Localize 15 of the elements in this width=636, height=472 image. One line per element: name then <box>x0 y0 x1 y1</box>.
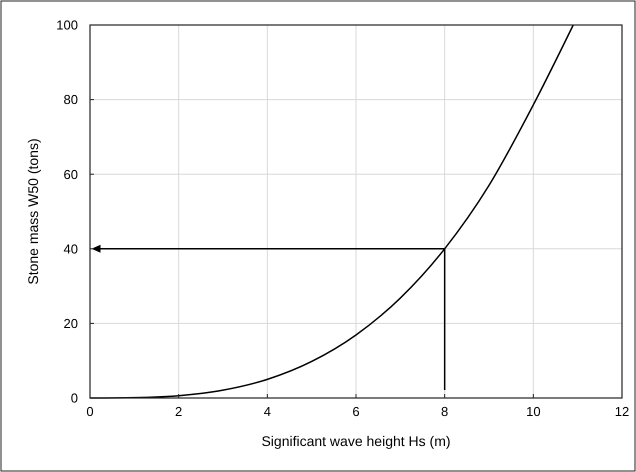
y-axis-title: Stone mass W50 (tons) <box>25 138 41 285</box>
x-tick-label: 2 <box>175 404 182 419</box>
y-tick-label: 100 <box>56 18 78 33</box>
x-tick-label: 0 <box>86 404 94 419</box>
x-tick-label: 6 <box>352 404 360 419</box>
y-tick-label: 0 <box>70 390 78 406</box>
y-tick-label: 40 <box>64 241 78 256</box>
y-tick-label: 60 <box>64 166 78 182</box>
x-tick-label: 10 <box>526 404 541 419</box>
x-axis-title: Significant wave height Hs (m) <box>261 433 451 449</box>
x-tick-label: 4 <box>264 404 271 419</box>
x-tick-label: 8 <box>441 404 448 419</box>
x-tick-label: 12 <box>614 404 630 419</box>
y-tick-label: 80 <box>64 92 78 108</box>
y-tick-label: 20 <box>64 316 78 331</box>
